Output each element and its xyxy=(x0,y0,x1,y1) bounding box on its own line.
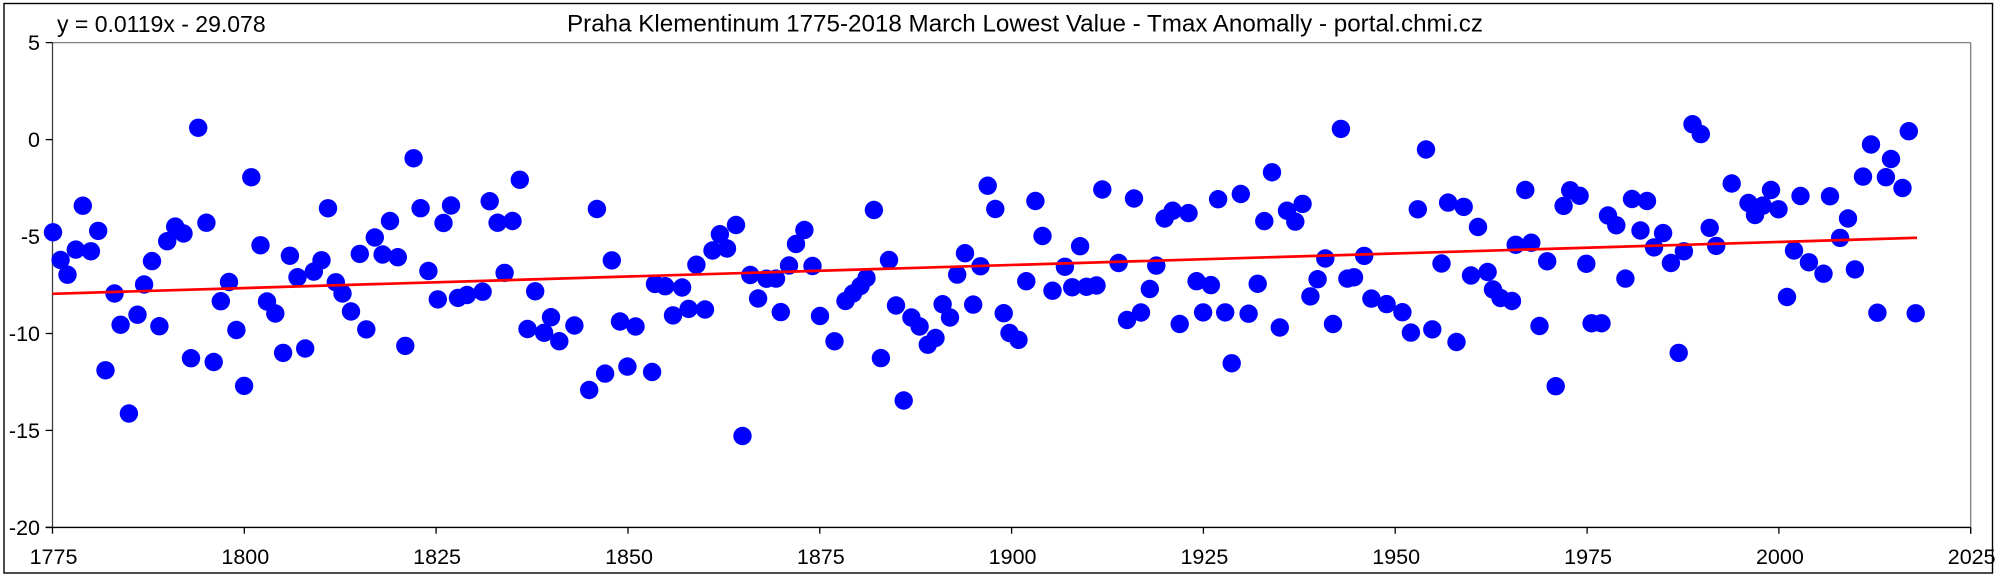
svg-text:1800: 1800 xyxy=(221,545,269,569)
svg-text:1975: 1975 xyxy=(1564,545,1612,569)
svg-text:5: 5 xyxy=(28,31,40,55)
svg-text:2025: 2025 xyxy=(1948,545,1996,569)
svg-text:1775: 1775 xyxy=(30,545,78,569)
svg-text:1900: 1900 xyxy=(989,545,1037,569)
svg-text:1950: 1950 xyxy=(1372,545,1420,569)
svg-text:2000: 2000 xyxy=(1756,545,1804,569)
svg-text:-15: -15 xyxy=(9,419,40,443)
svg-text:1850: 1850 xyxy=(605,545,653,569)
svg-text:1875: 1875 xyxy=(797,545,845,569)
svg-text:-10: -10 xyxy=(9,322,40,346)
svg-text:1825: 1825 xyxy=(413,545,461,569)
svg-text:Praha Klementinum 1775-2018 Ma: Praha Klementinum 1775-2018 March Lowest… xyxy=(567,11,1483,38)
svg-text:1925: 1925 xyxy=(1180,545,1228,569)
svg-text:-5: -5 xyxy=(21,225,40,249)
svg-text:-20: -20 xyxy=(9,516,40,540)
svg-text:0: 0 xyxy=(28,128,40,152)
svg-text:y = 0.0119x - 29.078: y = 0.0119x - 29.078 xyxy=(57,11,266,37)
